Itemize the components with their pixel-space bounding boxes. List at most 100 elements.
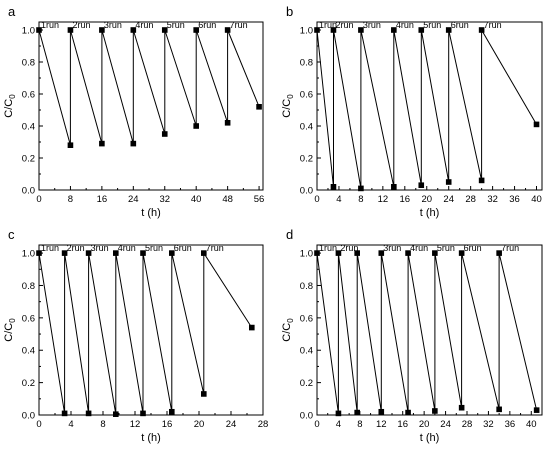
- x-tick-label: 20: [421, 194, 432, 205]
- data-point: [169, 408, 175, 415]
- data-point: [85, 250, 92, 256]
- data-point: [391, 27, 397, 33]
- run-annotation: 1run: [319, 243, 337, 253]
- run-annotation: 6run: [198, 20, 216, 30]
- run-annotation: 7run: [206, 243, 224, 253]
- y-tick-label: 0.0: [300, 411, 313, 422]
- panel-label-a: a: [8, 4, 16, 19]
- run-annotation: 6run: [174, 243, 192, 253]
- run-annotation: 4run: [118, 243, 136, 253]
- run-annotation: 3run: [104, 20, 122, 30]
- data-point: [193, 27, 199, 33]
- data-point: [161, 131, 168, 137]
- x-tick-label: 12: [130, 419, 141, 430]
- data-point: [458, 404, 465, 411]
- x-tick-label: 40: [526, 419, 537, 430]
- run-annotation: 1run: [41, 243, 59, 253]
- data-point: [36, 27, 42, 33]
- y-tick-label: 0.2: [300, 154, 313, 165]
- run-annotation: 3run: [363, 20, 381, 30]
- x-tick-label: 12: [378, 194, 389, 205]
- x-tick-label: 32: [487, 194, 498, 205]
- run-annotation: 5run: [167, 20, 185, 30]
- data-point: [249, 324, 255, 331]
- run-annotation: 2run: [72, 20, 90, 30]
- y-tick-label: 0.2: [300, 378, 313, 389]
- data-point: [67, 142, 74, 148]
- data-point: [533, 407, 540, 413]
- x-tick-label: 32: [483, 419, 494, 430]
- x-tick-label: 0: [36, 194, 41, 205]
- x-tick-label: 28: [258, 419, 269, 430]
- data-point: [378, 250, 385, 256]
- data-point: [256, 104, 262, 110]
- y-axis-label: C/C0: [3, 318, 17, 342]
- chart-panel-d: 0 4 8 12 16 20 24 28 32 36 40 0.0 0.2 0.4 0.6 0.8 1.0 t (…: [281, 227, 543, 444]
- x-axis-label: t (h): [141, 432, 161, 444]
- y-tick-label: 1.0: [22, 26, 35, 37]
- y-tick-label: 0.0: [22, 411, 35, 422]
- y-tick-label: 0.8: [22, 281, 35, 292]
- y-tick-label: 0.8: [300, 281, 313, 292]
- run-annotation: 1run: [41, 20, 59, 30]
- y-axis-label: C/C0: [3, 94, 17, 118]
- y-tick-label: 0.6: [300, 90, 313, 101]
- data-point: [432, 408, 438, 414]
- x-tick-label: 8: [357, 419, 362, 430]
- x-tick-label: 4: [336, 194, 341, 205]
- y-tick-label: 0.8: [22, 58, 35, 69]
- x-tick-label: 28: [465, 194, 476, 205]
- data-point: [358, 27, 364, 33]
- data-point: [405, 409, 411, 416]
- data-point: [335, 250, 342, 256]
- run-annotation: 7run: [501, 243, 519, 253]
- x-tick-label: 56: [254, 194, 265, 205]
- plot-frame: [38, 244, 264, 416]
- y-axis-label: C/C0: [281, 318, 295, 342]
- y-tick-label: 0.4: [300, 346, 313, 357]
- x-tick-label: 12: [376, 419, 387, 430]
- data-point: [201, 391, 207, 397]
- x-tick-label: 0: [36, 419, 41, 430]
- x-tick-label: 8: [68, 194, 73, 205]
- y-tick-label: 0.2: [22, 154, 35, 165]
- chart-panel-c: 0 4 8 12 16 20 24 28 0.0 0.2 0.4 0.6 0.8 1.0 t (h) C/C0…: [3, 227, 268, 444]
- plot-frame: [316, 21, 543, 191]
- x-tick-label: 24: [226, 419, 237, 430]
- plot-frame: [38, 21, 264, 191]
- data-point: [113, 250, 119, 256]
- data-point: [330, 27, 337, 33]
- y-tick-label: 1.0: [300, 26, 313, 37]
- run-annotation: 4run: [396, 20, 414, 30]
- series-line: [316, 252, 538, 414]
- data-point: [445, 179, 452, 185]
- data-point: [418, 182, 425, 188]
- x-tick-label: 32: [159, 194, 170, 205]
- x-tick-label: 16: [162, 419, 173, 430]
- x-axis-label: t (h): [420, 207, 440, 219]
- x-tick-label: 40: [531, 194, 542, 205]
- data-point: [358, 185, 364, 192]
- x-tick-label: 20: [419, 419, 430, 430]
- x-tick-label: 8: [358, 194, 363, 205]
- x-tick-label: 36: [505, 419, 516, 430]
- series-line: [38, 29, 260, 146]
- x-tick-label: 16: [400, 194, 411, 205]
- run-annotation: 6run: [464, 243, 482, 253]
- run-annotation: 4run: [410, 243, 428, 253]
- run-annotation: 2run: [335, 20, 353, 30]
- data-point: [169, 250, 175, 256]
- data-point: [99, 27, 105, 33]
- data-point: [140, 410, 146, 417]
- data-point: [354, 250, 360, 256]
- x-tick-label: 16: [97, 194, 108, 205]
- data-point: [354, 409, 360, 416]
- data-point: [314, 27, 320, 33]
- x-tick-label: 20: [194, 419, 205, 430]
- y-tick-label: 0.0: [300, 186, 313, 197]
- x-tick-label: 0: [314, 419, 319, 430]
- x-tick-label: 24: [443, 194, 454, 205]
- data-point: [391, 184, 397, 190]
- data-point: [61, 250, 68, 256]
